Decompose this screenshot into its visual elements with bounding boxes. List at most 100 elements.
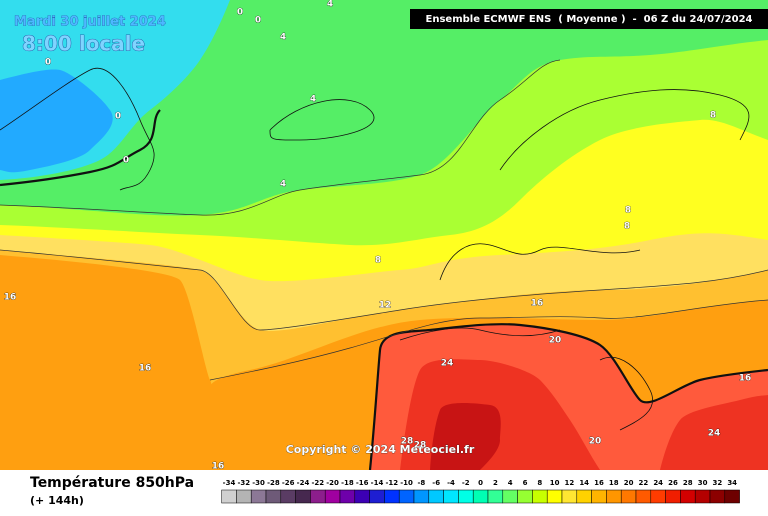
contour-label: 0 [255, 16, 261, 26]
coastline [0, 67, 750, 431]
legend-swatch [265, 489, 282, 504]
contour-label: 16 [139, 364, 152, 374]
run-box [410, 9, 768, 29]
contour-label: 4 [327, 0, 333, 10]
legend-label: 24 [653, 479, 663, 487]
copyright: Copyright © 2024 Meteociel.fr [286, 443, 475, 456]
legend-swatch [428, 489, 444, 504]
legend-label: -4 [447, 479, 455, 487]
contour-label: 0 [237, 8, 243, 18]
legend-label: -30 [252, 479, 265, 487]
contour-label: 24 [441, 359, 454, 369]
run-info: Ensemble ECMWF ENS ( Moyenne ) - 06 Z du… [426, 14, 753, 25]
legend-swatch [694, 489, 711, 504]
footer-title: Température 850hPa [30, 475, 194, 491]
legend-label: -14 [371, 479, 384, 487]
contour-label: 4 [310, 95, 316, 105]
legend-label: -26 [282, 479, 295, 487]
contour-label: 4 [280, 33, 286, 43]
legend-label: -20 [326, 479, 339, 487]
legend-label: 8 [537, 479, 542, 487]
contour-label: 16 [4, 293, 17, 303]
zone-dark-red [430, 402, 501, 470]
zone-blue [0, 69, 113, 173]
legend-label: 6 [523, 479, 528, 487]
contour-twenty [368, 323, 768, 471]
legend-swatch [250, 489, 267, 504]
contour-four [0, 59, 561, 216]
legend-swatch [576, 489, 592, 504]
contour-label: 28 [414, 441, 427, 451]
contour-label: 8 [625, 206, 631, 216]
contour-zero [0, 109, 161, 187]
legend-swatch [339, 489, 356, 504]
legend-label: 2 [493, 479, 498, 487]
contour-label: 16 [531, 299, 544, 309]
zone-red-east [660, 395, 768, 470]
legend-swatch [502, 489, 518, 504]
legend-swatch [413, 489, 430, 504]
legend-label: -2 [462, 479, 470, 487]
legend-label: 16 [594, 479, 604, 487]
legend-swatch [680, 489, 696, 504]
legend-swatch [709, 489, 726, 504]
forecast-date: Mardi 30 juillet 2024 [14, 15, 166, 30]
legend-label: 30 [698, 479, 708, 487]
legend-label: 28 [683, 479, 693, 487]
legend-swatch [650, 489, 666, 504]
contour-label: 8 [710, 111, 716, 121]
legend-swatch [458, 489, 474, 504]
legend-label: -16 [356, 479, 369, 487]
contour-label: 24 [708, 429, 721, 439]
legend-swatch [487, 489, 504, 504]
legend-swatch [236, 489, 252, 504]
legend-label: -18 [341, 479, 354, 487]
legend-label: 18 [609, 479, 619, 487]
legend-swatch [532, 489, 548, 504]
contour-label: 20 [549, 336, 562, 346]
legend-label: 22 [639, 479, 649, 487]
contour-label: 8 [624, 222, 630, 232]
legend-label: 0 [478, 479, 483, 487]
legend-swatch [606, 489, 622, 504]
legend-label: 20 [624, 479, 634, 487]
legend-label: -34 [223, 479, 236, 487]
legend-label: -24 [297, 479, 310, 487]
legend-swatch [369, 489, 385, 504]
contour-label: 16 [212, 462, 225, 472]
legend-swatch [398, 489, 415, 504]
legend-swatch [620, 489, 637, 504]
legend-label: -28 [267, 479, 280, 487]
legend-swatch [561, 489, 578, 504]
legend-swatch [472, 489, 489, 504]
legend-label: 32 [713, 479, 723, 487]
contour-label: 16 [739, 374, 752, 384]
legend-swatch [310, 489, 326, 504]
legend-label: -6 [432, 479, 440, 487]
contour-label: 0 [123, 156, 129, 166]
legend-label: 34 [727, 479, 737, 487]
legend-swatch [591, 489, 607, 504]
legend-label: 10 [550, 479, 560, 487]
legend-label: -10 [400, 479, 413, 487]
legend-swatch [517, 489, 533, 504]
forecast-time: 8:00 locale [22, 32, 145, 56]
legend-label: -8 [418, 479, 426, 487]
legend-label: 12 [565, 479, 575, 487]
legend-swatch [665, 489, 681, 504]
legend-label: 14 [579, 479, 589, 487]
legend-swatch [280, 489, 296, 504]
legend-swatch [546, 489, 563, 504]
legend-swatch [635, 489, 652, 504]
legend-swatch [324, 489, 341, 504]
contour-sixteen [209, 299, 768, 381]
contour-label: 8 [375, 256, 381, 266]
legend-swatch [221, 489, 237, 504]
legend-swatch [724, 489, 740, 504]
legend-label: 26 [668, 479, 678, 487]
footer-lead: (+ 144h) [30, 494, 84, 507]
contour-label: 20 [589, 437, 602, 447]
contour-label: 0 [45, 58, 51, 68]
legend-swatch [295, 489, 311, 504]
legend-label: 4 [508, 479, 513, 487]
